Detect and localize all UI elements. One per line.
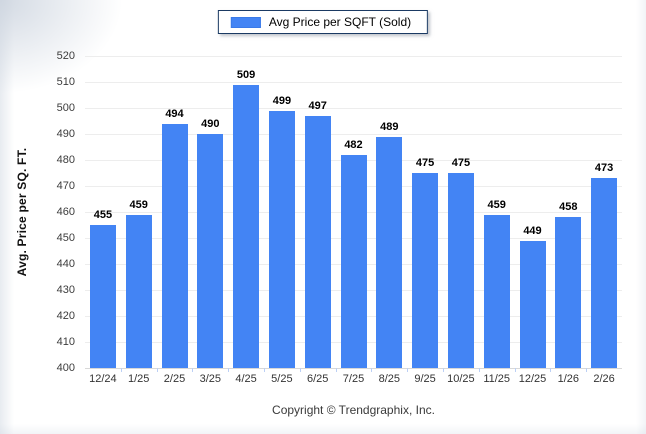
y-tick-label-460: 460 — [56, 206, 75, 218]
x-tick-mark-13 — [550, 368, 552, 372]
bar-value-label-4/25: 509 — [236, 68, 256, 81]
x-tick-mark-5 — [264, 368, 265, 372]
bar-4/25 — [233, 84, 260, 368]
x-tick-label-1/25: 1/25 — [127, 373, 150, 385]
bar-value-label-11/25: 459 — [487, 198, 506, 211]
x-tick-label-2/25: 2/25 — [163, 373, 186, 385]
gridline-490 — [85, 134, 622, 135]
x-tick-mark-7 — [335, 368, 337, 372]
bar-value-label-8/25: 489 — [380, 120, 399, 133]
y-tick-label-520: 520 — [56, 50, 75, 62]
copyright-text: Copyright © Trendgraphix, Inc. — [272, 403, 435, 417]
gridline-510 — [85, 82, 622, 83]
bar-value-label-2/25: 494 — [165, 107, 184, 120]
x-tick-label-11/25: 11/25 — [483, 373, 511, 385]
x-tick-label-12/24: 12/24 — [89, 373, 117, 385]
x-tick-label-8/25: 8/25 — [378, 373, 400, 385]
x-tick-mark-1 — [120, 368, 122, 372]
x-tick-label-12/25: 12/25 — [518, 373, 547, 385]
y-tick-label-440: 440 — [56, 258, 75, 270]
bar-value-label-9/25: 475 — [415, 157, 435, 169]
x-tick-label-1/26: 1/26 — [557, 373, 579, 385]
bar-3/25 — [197, 134, 224, 368]
bar-1/25 — [125, 214, 152, 368]
y-tick-label-450: 450 — [56, 232, 75, 244]
bar-value-label-3/25: 490 — [201, 118, 220, 130]
bar-11/25 — [483, 214, 510, 368]
bar-10/25 — [447, 173, 474, 368]
bar-value-label-2/26: 473 — [594, 162, 614, 175]
bar-value-label-5/25: 499 — [272, 94, 292, 107]
x-tick-label-5/25: 5/25 — [271, 373, 293, 385]
bar-8/25 — [376, 136, 403, 368]
gridline-500 — [85, 108, 622, 109]
x-tick-mark-8 — [371, 368, 373, 372]
x-tick-mark-11 — [478, 368, 480, 372]
bar-2/25 — [161, 123, 188, 368]
y-tick-label-420: 420 — [56, 310, 75, 322]
x-tick-mark-10 — [443, 368, 444, 372]
x-tick-label-3/25: 3/25 — [199, 373, 221, 385]
x-tick-mark-4 — [228, 368, 230, 372]
bar-9/25 — [412, 173, 439, 368]
y-tick-label-430: 430 — [56, 284, 75, 296]
x-tick-mark-6 — [299, 368, 301, 372]
legend-label: Avg Price per SQFT (Sold) — [268, 15, 412, 29]
y-tick-label-400: 400 — [56, 362, 75, 374]
x-tick-mark-12 — [514, 368, 516, 372]
bar-value-label-12/24: 455 — [93, 209, 113, 221]
bar-2/26 — [591, 178, 618, 368]
bar-value-label-6/25: 497 — [308, 99, 327, 112]
bar-value-label-10/25: 475 — [451, 157, 471, 169]
x-tick-label-10/25: 10/25 — [447, 373, 475, 385]
bar-value-label-1/25: 459 — [129, 198, 148, 211]
bar-5/25 — [268, 110, 295, 368]
bar-1/26 — [555, 217, 582, 368]
y-tick-label-490: 490 — [56, 128, 75, 140]
legend-box: Avg Price per SQFT (Sold) — [217, 10, 429, 34]
x-tick-mark-9 — [407, 368, 409, 372]
x-tick-label-2/26: 2/26 — [593, 373, 615, 385]
x-tick-mark-3 — [192, 368, 194, 372]
legend-swatch — [230, 16, 261, 28]
bar-12/25 — [519, 240, 546, 368]
y-tick-label-510: 510 — [56, 76, 75, 88]
x-tick-label-6/25: 6/25 — [306, 373, 329, 385]
gridline-520 — [85, 56, 622, 57]
bar-value-label-12/25: 449 — [523, 224, 542, 237]
x-tick-label-9/25: 9/25 — [414, 373, 436, 385]
y-tick-label-470: 470 — [56, 180, 75, 192]
x-tick-mark-14 — [586, 368, 588, 372]
bar-12/24 — [89, 225, 116, 368]
y-tick-label-500: 500 — [56, 102, 75, 114]
bar-value-label-7/25: 482 — [344, 138, 363, 151]
y-tick-label-480: 480 — [56, 154, 75, 166]
y-tick-label-410: 410 — [56, 336, 75, 348]
gridline-400 — [85, 368, 622, 369]
bar-value-label-1/26: 458 — [559, 201, 578, 214]
plot-area: 400 410 420 430 440 450 460 470 480 490 500 510 520 4… — [57, 51, 622, 385]
x-tick-mark-2 — [156, 368, 158, 372]
x-tick-label-7/25: 7/25 — [342, 373, 365, 385]
y-axis-title: Avg. Price per SQ. FT. — [15, 147, 29, 277]
x-tick-label-4/25: 4/25 — [235, 373, 257, 385]
bar-7/25 — [340, 154, 367, 368]
bar-6/25 — [304, 115, 331, 368]
